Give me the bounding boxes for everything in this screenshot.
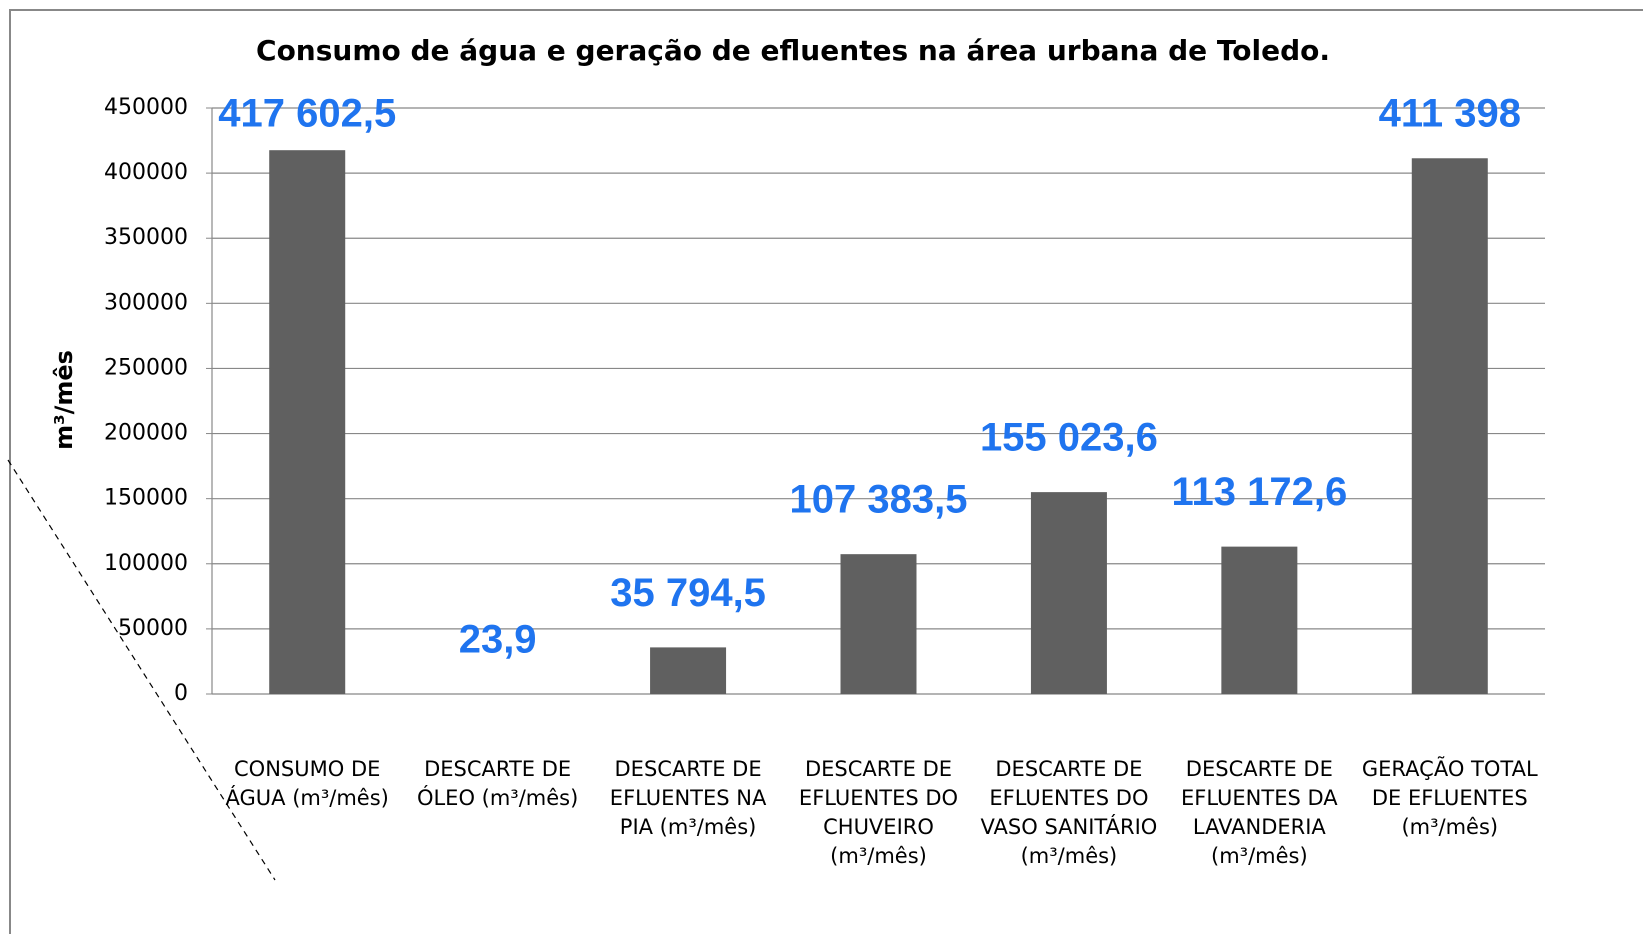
y-tick-label: 50000: [118, 616, 188, 641]
y-tick-label: 350000: [104, 225, 188, 250]
bar: [1221, 546, 1298, 694]
value-label: 35 794,5: [610, 571, 766, 615]
x-tick-label: DESCARTE DE EFLUENTES DA LAVANDERIA (m³/…: [1181, 757, 1338, 868]
bar: [650, 647, 727, 694]
value-label: 107 383,5: [790, 478, 968, 522]
dashed-line: [7, 459, 276, 881]
x-tick-label: DESCARTE DE EFLUENTES DO VASO SANITÁRIO …: [980, 757, 1158, 868]
y-axis-title: m³/mês: [50, 350, 78, 450]
x-tick-label: CONSUMO DE ÁGUA (m³/mês): [225, 757, 389, 810]
chart-title: Consumo de água e geração de efluentes n…: [256, 34, 1330, 67]
x-tick-label: DESCARTE DE EFLUENTES NA PIA (m³/mês): [609, 757, 767, 839]
y-tick-label: 100000: [104, 551, 188, 576]
y-tick-label: 400000: [104, 160, 188, 185]
x-tick-label: DESCARTE DE EFLUENTES DO CHUVEIRO (m³/mê…: [798, 757, 959, 868]
bar: [840, 554, 917, 694]
x-tick-label: GERAÇÃO TOTAL DE EFLUENTES (m³/mês): [1361, 757, 1538, 839]
value-label: 155 023,6: [980, 416, 1158, 460]
y-tick-label: 300000: [104, 290, 188, 315]
value-label: 23,9: [459, 618, 537, 662]
value-label: 417 602,5: [218, 92, 396, 136]
y-tick-label: 450000: [104, 95, 188, 120]
y-tick-label: 200000: [104, 421, 188, 446]
bar: [1030, 492, 1107, 694]
bar: [1411, 158, 1488, 695]
chart-frame: [9, 9, 1643, 934]
y-tick-label: 0: [174, 681, 188, 706]
bar: [269, 150, 346, 695]
x-tick-label: DESCARTE DE ÓLEO (m³/mês): [416, 757, 579, 810]
y-tick-label: 150000: [104, 486, 188, 511]
y-tick-label: 250000: [104, 355, 188, 380]
value-label: 411 398: [1379, 92, 1521, 136]
value-label: 113 172,6: [1171, 470, 1347, 514]
